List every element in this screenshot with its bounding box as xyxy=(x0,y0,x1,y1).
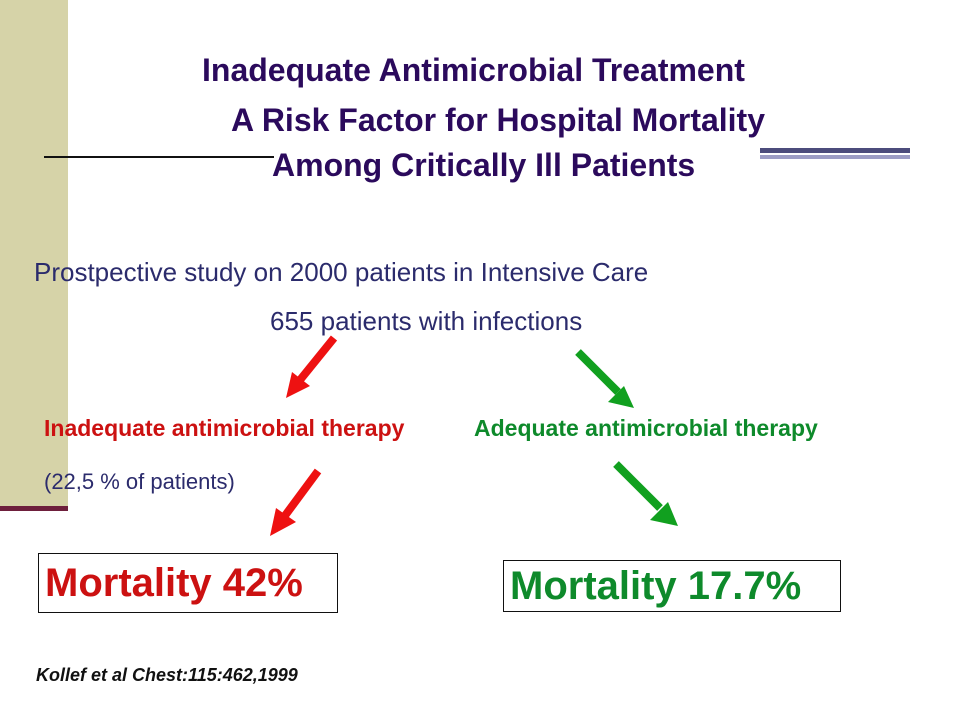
adequate-therapy-label: Adequate antimicrobial therapy xyxy=(474,415,818,441)
inadequate-mortality-box: Mortality 42% xyxy=(38,553,338,613)
title-underline-right-dark xyxy=(760,148,910,153)
slide-title-line-2: A Risk Factor for Hospital Mortality xyxy=(231,102,765,138)
arrow-to-inadequate-mortality xyxy=(270,468,322,536)
title-underline-right-light xyxy=(760,155,910,159)
study-description: Prostpective study on 2000 patients in I… xyxy=(34,257,649,287)
arrow-to-inadequate xyxy=(286,335,338,398)
adequate-mortality-value: Mortality 17.7% xyxy=(510,563,802,608)
inadequate-therapy-label: Inadequate antimicrobial therapy xyxy=(44,415,405,441)
inadequate-mortality-value: Mortality 42% xyxy=(45,560,303,605)
infected-patients-count: 655 patients with infections xyxy=(270,306,583,336)
arrow-to-adequate xyxy=(575,349,634,408)
slide-title-line-1: Inadequate Antimicrobial Treatment xyxy=(202,52,745,88)
slide-title-line-3: Among Critically Ill Patients xyxy=(272,147,696,183)
side-bar-rule xyxy=(0,506,68,511)
inadequate-share-label: (22,5 % of patients) xyxy=(44,469,235,494)
adequate-mortality-box: Mortality 17.7% xyxy=(503,560,841,612)
citation: Kollef et al Chest:115:462,1999 xyxy=(36,665,298,685)
arrow-to-adequate-mortality xyxy=(613,461,678,526)
title-underline-left xyxy=(44,156,274,158)
side-bar-decoration xyxy=(0,0,68,510)
